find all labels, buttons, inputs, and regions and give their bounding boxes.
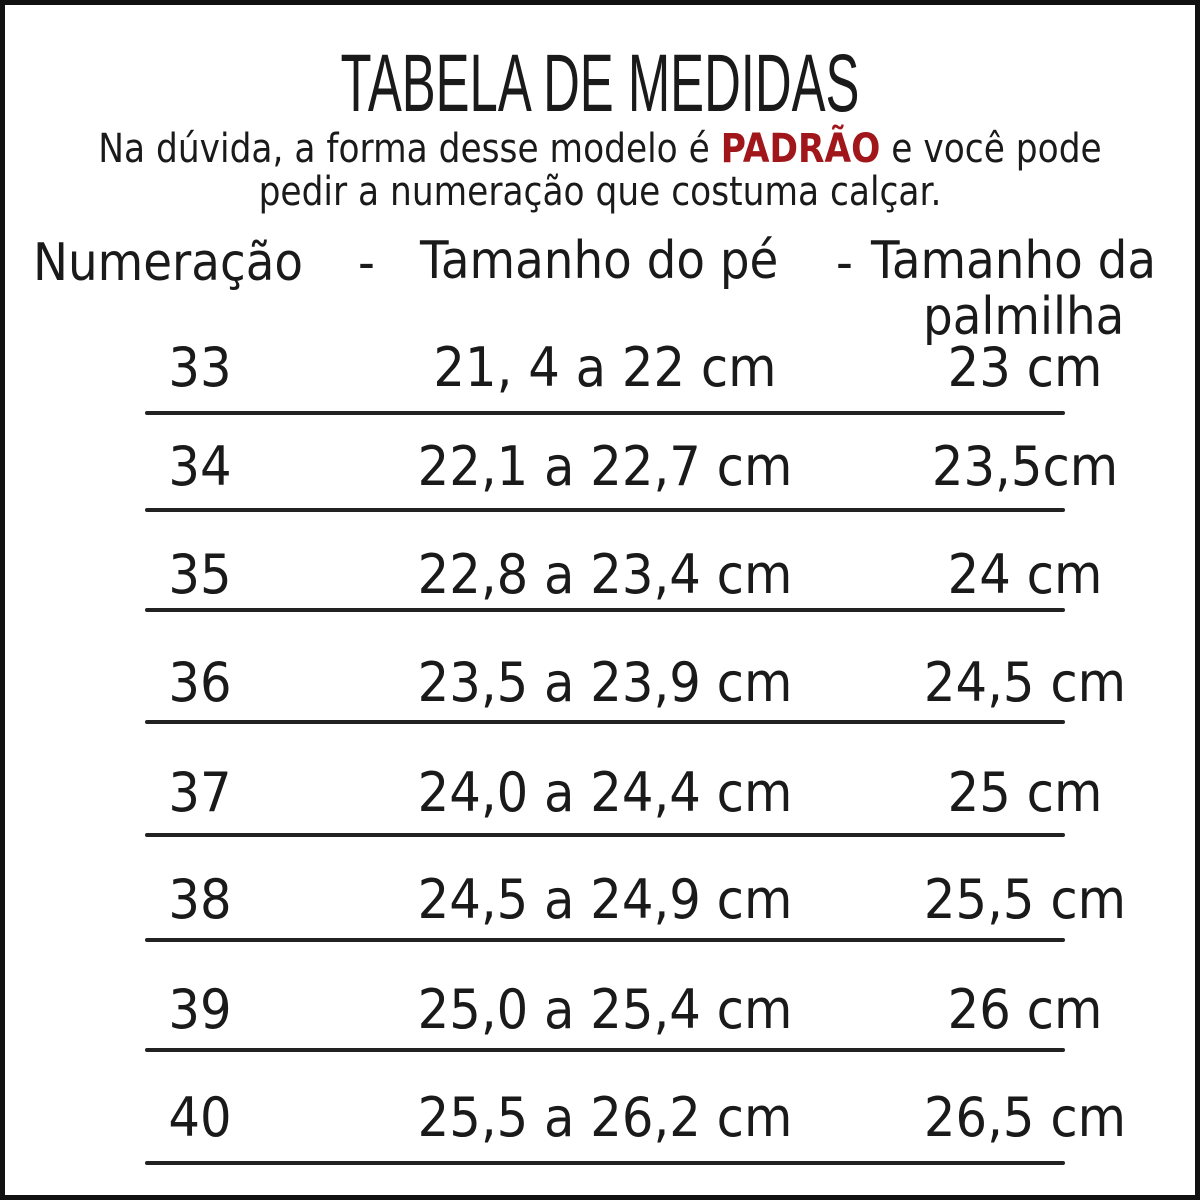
cell-foot: 23,5 a 23,9 cm — [417, 651, 793, 714]
cell-insole: 23,5cm — [931, 435, 1119, 498]
cell-foot: 22,8 a 23,4 cm — [417, 543, 793, 606]
cell-size: 39 — [168, 978, 232, 1041]
cell-foot: 25,5 a 26,2 cm — [417, 1086, 793, 1149]
cell-insole: 24 cm — [947, 543, 1103, 606]
cell-size: 36 — [168, 651, 232, 714]
subtitle-line-1: Na dúvida, a forma desse modelo é PADRÃO… — [88, 127, 1111, 171]
header-tamanho-palmilha-2: palmilha — [923, 287, 1125, 347]
row-divider — [145, 508, 1065, 512]
cell-size: 40 — [168, 1086, 232, 1149]
header-separator: - — [835, 233, 853, 293]
page-title: TABELA DE MEDIDAS — [340, 38, 860, 129]
cell-size: 33 — [168, 336, 232, 399]
highlight-padrao: PADRÃO — [720, 126, 881, 172]
header-separator: - — [357, 233, 375, 293]
cell-foot: 24,5 a 24,9 cm — [417, 868, 793, 931]
row-divider — [145, 720, 1065, 724]
cell-insole: 26 cm — [947, 978, 1103, 1041]
cell-size: 38 — [168, 868, 232, 931]
cell-insole: 23 cm — [947, 336, 1103, 399]
cell-insole: 24,5 cm — [923, 651, 1127, 714]
cell-size: 37 — [168, 761, 232, 824]
cell-foot: 24,0 a 24,4 cm — [417, 761, 793, 824]
cell-foot: 22,1 a 22,7 cm — [417, 435, 793, 498]
row-divider — [145, 1048, 1065, 1052]
cell-foot: 21, 4 a 22 cm — [433, 336, 777, 399]
subtitle-text: Na dúvida, a forma desse modelo é — [98, 126, 721, 172]
row-divider — [145, 1161, 1065, 1165]
cell-size: 34 — [168, 435, 232, 498]
header-tamanho-palmilha: Tamanho da — [871, 231, 1157, 291]
row-divider — [145, 833, 1065, 837]
cell-insole: 25,5 cm — [923, 868, 1127, 931]
header-tamanho-pe: Tamanho do pé — [420, 231, 779, 291]
row-divider — [145, 411, 1065, 415]
subtitle-line-2: pedir a numeração que costuma calçar. — [258, 169, 942, 215]
cell-size: 35 — [168, 543, 232, 606]
cell-insole: 25 cm — [947, 761, 1103, 824]
subtitle-text: e você pode — [880, 126, 1102, 172]
cell-insole: 26,5 cm — [923, 1086, 1127, 1149]
header-numeracao: Numeração — [33, 233, 304, 293]
row-divider — [145, 608, 1065, 612]
row-divider — [145, 938, 1065, 942]
cell-foot: 25,0 a 25,4 cm — [417, 978, 793, 1041]
